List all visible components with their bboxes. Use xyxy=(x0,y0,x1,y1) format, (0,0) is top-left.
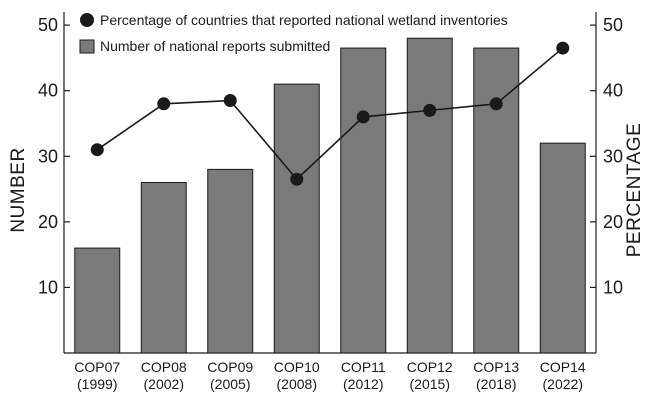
y-axis-title: NUMBER xyxy=(8,147,29,232)
y2-tick-label: 50 xyxy=(603,15,623,35)
y2-tick-label: 30 xyxy=(603,146,623,166)
line-series xyxy=(90,41,570,186)
bar xyxy=(340,47,387,354)
y2-tick-label: 40 xyxy=(603,81,623,101)
line-point xyxy=(489,97,503,111)
bar-series xyxy=(74,37,586,354)
legend-marker-bar xyxy=(79,39,95,54)
y-tick-label: 30 xyxy=(38,146,58,166)
x-tick-label: COP07 xyxy=(74,359,120,375)
category-labels: COP07(1999)COP08(2002)COP09(2005)COP10(2… xyxy=(74,359,586,392)
x-tick-label-year: (2002) xyxy=(144,376,184,392)
y2-tick-label: 20 xyxy=(603,212,623,232)
x-tick-label: COP12 xyxy=(407,359,453,375)
x-tick-label: COP14 xyxy=(540,359,586,375)
bar xyxy=(406,37,453,354)
x-tick-label: COP13 xyxy=(473,359,519,375)
bar xyxy=(273,83,320,354)
x-tick-label-year: (2012) xyxy=(343,376,383,392)
y-tick-label: 40 xyxy=(38,81,58,101)
legend-label-bar: Number of national reports submitted xyxy=(100,38,330,54)
y-tick-label: 10 xyxy=(38,277,58,297)
bar xyxy=(207,168,254,354)
legend-marker-line xyxy=(80,13,94,27)
x-tick-label-year: (2022) xyxy=(543,376,583,392)
line-point xyxy=(157,97,171,111)
x-tick-label: COP08 xyxy=(141,359,187,375)
line-point xyxy=(223,94,237,108)
bar xyxy=(74,247,121,354)
bar xyxy=(140,182,187,354)
y2-tick-label: 10 xyxy=(603,277,623,297)
legend-label-line: Percentage of countries that reported na… xyxy=(100,12,508,28)
x-tick-label-year: (2005) xyxy=(210,376,250,392)
bar xyxy=(539,142,586,354)
x-tick-label-year: (1999) xyxy=(77,376,117,392)
y-tick-label: 20 xyxy=(38,212,58,232)
tick-labels: 10 20 30 40 50 10 20 30 40 50 xyxy=(38,15,623,297)
x-tick-label: COP09 xyxy=(207,359,253,375)
line-point xyxy=(556,41,570,55)
x-tick-label: COP10 xyxy=(274,359,320,375)
series-line xyxy=(96,47,564,181)
line-point xyxy=(356,110,370,124)
x-tick-label-year: (2018) xyxy=(476,376,516,392)
legend: Percentage of countries that reported na… xyxy=(79,12,508,54)
y-tick-label: 50 xyxy=(38,15,58,35)
x-tick-label-year: (2008) xyxy=(277,376,317,392)
bar xyxy=(473,47,520,354)
line-point xyxy=(290,172,304,186)
x-tick-label-year: (2015) xyxy=(410,376,450,392)
line-point xyxy=(423,103,437,117)
x-tick-label: COP11 xyxy=(341,359,386,375)
line-point xyxy=(90,143,104,157)
y2-axis-title: PERCENTAGE xyxy=(624,123,645,258)
